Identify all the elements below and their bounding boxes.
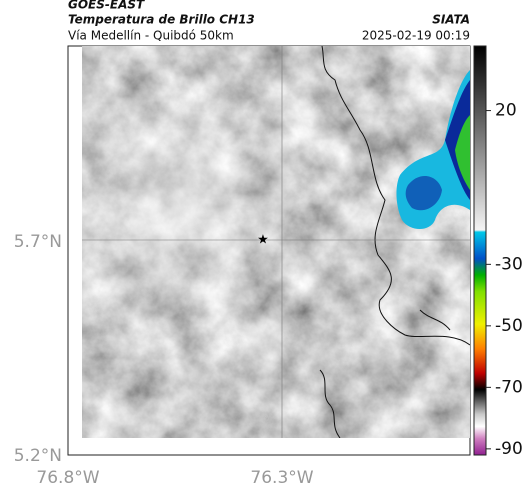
subtitle: Vía Medellín - Quibdó 50km xyxy=(68,29,234,43)
cold-cloud-core xyxy=(455,115,470,190)
lat-label: 5.2°N xyxy=(14,446,62,466)
lat-label: 5.7°N xyxy=(14,232,62,252)
colorbar-tick-label: -30 xyxy=(495,254,523,274)
lon-label: 76.8°W xyxy=(36,468,99,488)
light-area xyxy=(82,46,470,438)
colorbar-tick-label: -90 xyxy=(495,439,523,459)
source: GOES-EAST xyxy=(68,0,145,12)
datetime: 2025-02-19 00:19 xyxy=(362,29,470,43)
colorbar-tick-label: -50 xyxy=(495,316,523,336)
border-line xyxy=(319,46,470,438)
colorbar xyxy=(473,45,487,456)
colorbar-tick-label: 20 xyxy=(495,101,517,121)
cold-cloud-core xyxy=(405,175,442,211)
agency: SIATA xyxy=(432,13,470,27)
location-marker: ★ xyxy=(257,233,269,248)
title: Temperatura de Brillo CH13 xyxy=(68,13,255,27)
satellite-image: ★ xyxy=(82,46,470,438)
lon-label: 76.3°W xyxy=(250,468,313,488)
colorbar-tick-label: -70 xyxy=(495,377,523,397)
